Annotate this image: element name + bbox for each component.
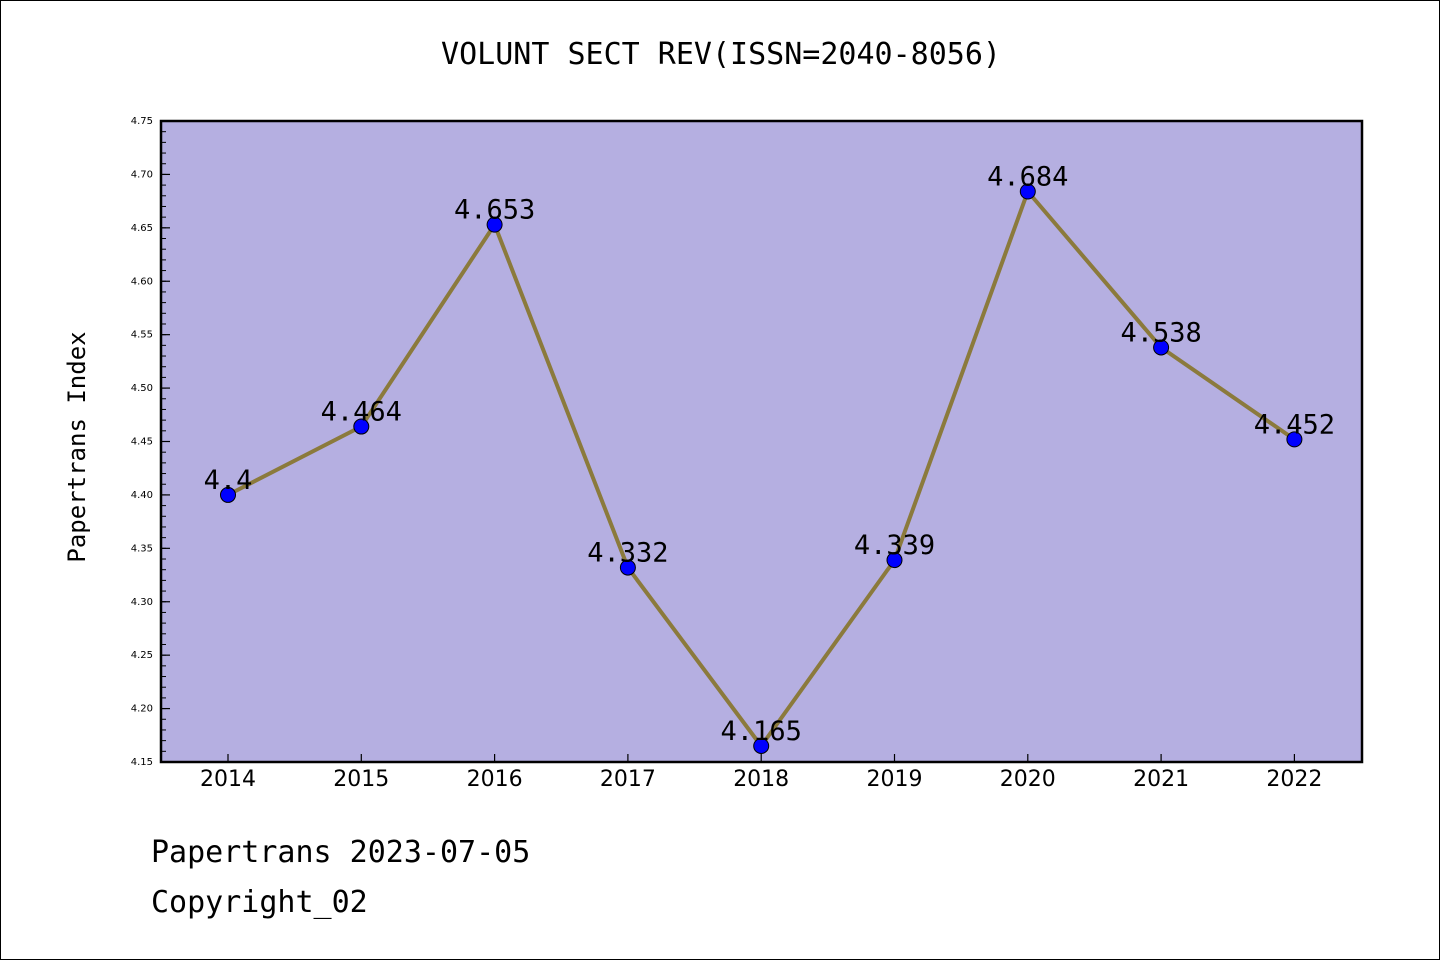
data-label: 4.538 bbox=[1120, 317, 1201, 348]
y-tick-label: 4.65 bbox=[131, 223, 153, 234]
data-label: 4.339 bbox=[854, 530, 935, 561]
data-point bbox=[353, 418, 370, 435]
y-tick-label: 4.75 bbox=[131, 116, 153, 127]
data-label: 4.653 bbox=[454, 195, 535, 226]
y-tick-label: 4.40 bbox=[131, 490, 153, 501]
y-tick-label: 4.15 bbox=[131, 757, 153, 768]
y-tick-label: 4.20 bbox=[131, 704, 153, 715]
footer-date: Papertrans 2023-07-05 bbox=[151, 835, 531, 870]
chart-title: VOLUNT SECT REV(ISSN=2040-8056) bbox=[441, 37, 1001, 72]
data-point bbox=[753, 737, 770, 754]
data-point bbox=[1019, 183, 1036, 200]
plot-border bbox=[159, 119, 1364, 764]
y-tick-label: 4.60 bbox=[131, 276, 153, 287]
data-point bbox=[486, 216, 503, 233]
y-tick-label: 4.70 bbox=[131, 169, 153, 180]
x-tick-label: 2021 bbox=[1133, 767, 1189, 792]
y-tick-label: 4.45 bbox=[131, 437, 153, 448]
data-point bbox=[886, 552, 903, 569]
x-tick-label: 2016 bbox=[467, 767, 523, 792]
data-label: 4.4 bbox=[204, 465, 253, 496]
data-point bbox=[1286, 431, 1303, 448]
data-label: 4.452 bbox=[1254, 409, 1335, 440]
data-point bbox=[619, 559, 636, 576]
y-tick-label: 4.25 bbox=[131, 650, 153, 661]
y-tick-label: 4.55 bbox=[131, 330, 153, 341]
x-tick-label: 2018 bbox=[733, 767, 789, 792]
x-tick-label: 2020 bbox=[1000, 767, 1056, 792]
footer-copyright: Copyright_02 bbox=[151, 885, 368, 920]
plot-area bbox=[161, 121, 1362, 762]
data-label: 4.684 bbox=[987, 162, 1068, 193]
x-tick-label: 2022 bbox=[1266, 767, 1322, 792]
y-tick-label: 4.35 bbox=[131, 543, 153, 554]
data-label: 4.464 bbox=[321, 397, 402, 428]
y-tick-label: 4.30 bbox=[131, 597, 153, 608]
x-tick-label: 2017 bbox=[600, 767, 656, 792]
data-point bbox=[1153, 339, 1170, 356]
data-label: 4.165 bbox=[721, 716, 802, 747]
y-tick-label: 4.50 bbox=[131, 383, 153, 394]
x-tick-label: 2015 bbox=[333, 767, 389, 792]
x-tick-label: 2014 bbox=[200, 767, 256, 792]
data-point bbox=[220, 486, 236, 503]
x-tick-label: 2019 bbox=[867, 767, 923, 792]
data-label: 4.332 bbox=[587, 538, 668, 569]
